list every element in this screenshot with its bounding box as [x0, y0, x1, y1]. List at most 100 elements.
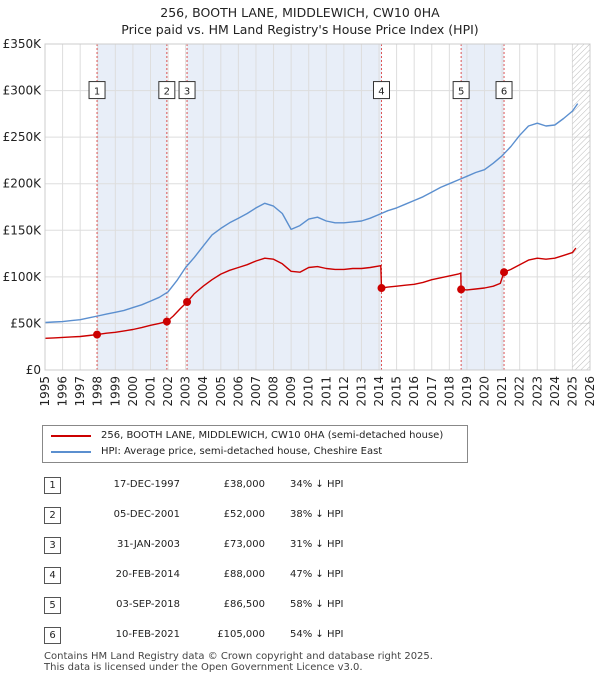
x-tick-label: 1998	[91, 376, 105, 407]
sale-point	[377, 284, 386, 293]
legend-swatch-hpi	[51, 451, 91, 453]
sale-number-badge: 5	[44, 597, 61, 614]
sale-number-badge: 3	[44, 537, 61, 554]
sale-date: 20-FEB-2014	[115, 569, 180, 580]
sale-price: £38,000	[223, 479, 265, 490]
chart-subtitle: Price paid vs. HM Land Registry's House …	[121, 22, 479, 37]
future-hatch	[572, 44, 590, 370]
x-tick-label: 2007	[249, 376, 263, 407]
table-row: 3 31-JAN-2003 £73,000 31% ↓ HPI	[0, 535, 600, 555]
sale-date: 17-DEC-1997	[113, 479, 180, 490]
table-row: 5 03-SEP-2018 £86,500 58% ↓ HPI	[0, 595, 600, 615]
sale-point	[500, 268, 509, 277]
plot-frame	[44, 43, 591, 371]
x-tick-label: 2014	[372, 376, 386, 407]
sale-number-box	[178, 81, 196, 100]
x-tick-label: 2013	[354, 376, 368, 407]
x-tick-label: 2023	[530, 376, 544, 407]
y-tick-label: £0	[26, 363, 41, 377]
sale-hpi-diff: 47% ↓ HPI	[290, 569, 344, 580]
x-tick-label: 2000	[126, 376, 140, 407]
x-tick-label: 2009	[284, 376, 298, 407]
sale-hpi-diff: 54% ↓ HPI	[290, 629, 344, 640]
sale-number-box	[88, 81, 106, 100]
sale-date: 03-SEP-2018	[116, 599, 180, 610]
x-tick-label: 2025	[565, 376, 579, 407]
chart-title-block: 256, BOOTH LANE, MIDDLEWICH, CW10 0HA Pr…	[0, 4, 600, 38]
table-row: 6 10-FEB-2021 £105,000 54% ↓ HPI	[0, 625, 600, 645]
x-tick-label: 2015	[390, 376, 404, 407]
footer-copyright: Contains HM Land Registry data © Crown c…	[44, 651, 433, 662]
x-tick-label: 2020	[478, 376, 492, 407]
x-tick-label: 1999	[108, 376, 122, 407]
y-tick-label: £250K	[3, 130, 43, 144]
sale-price: £88,000	[223, 569, 265, 580]
sale-number-label: 2	[164, 87, 170, 98]
x-tick-label: 1997	[73, 376, 87, 407]
sale-number-box	[495, 81, 513, 100]
x-tick-label: 2002	[161, 376, 175, 407]
sale-hpi-diff: 58% ↓ HPI	[290, 599, 344, 610]
x-tick-label: 2022	[513, 376, 527, 407]
sale-number-box	[158, 81, 176, 100]
sale-number-badge: 4	[44, 567, 61, 584]
sale-number-box	[372, 81, 390, 100]
sale-number-badge: 6	[44, 627, 61, 644]
sale-point	[93, 330, 102, 339]
x-tick-label: 2010	[302, 376, 316, 407]
x-tick-label: 2012	[337, 376, 351, 407]
y-tick-label: £200K	[3, 177, 43, 191]
footer-licence: This data is licensed under the Open Gov…	[44, 662, 363, 673]
sale-point	[162, 317, 171, 326]
sale-number-badge: 2	[44, 507, 61, 524]
y-tick-label: £150K	[3, 223, 43, 237]
x-tick-label: 2017	[425, 376, 439, 407]
y-tick-label: £350K	[3, 37, 43, 51]
sale-hpi-diff: 38% ↓ HPI	[290, 509, 344, 520]
sale-price: £73,000	[223, 539, 265, 550]
x-tick-label: 2019	[460, 376, 474, 407]
sale-interval-shade	[97, 44, 167, 370]
sale-number-label: 1	[94, 87, 100, 98]
sale-number-label: 5	[458, 87, 464, 98]
x-tick-label: 2006	[231, 376, 245, 407]
hpi-series-line	[44, 103, 579, 324]
x-tick-label: 2008	[267, 376, 281, 407]
y-tick-label: £300K	[3, 84, 43, 98]
x-tick-label: 2024	[548, 376, 562, 407]
chart-title: 256, BOOTH LANE, MIDDLEWICH, CW10 0HA	[160, 5, 440, 20]
sale-number-box	[452, 81, 470, 100]
x-tick-label: 2021	[495, 376, 509, 407]
sale-price: £86,500	[223, 599, 265, 610]
sale-hpi-diff: 34% ↓ HPI	[290, 479, 344, 490]
sale-point	[457, 285, 466, 294]
sale-number-label: 6	[501, 87, 507, 98]
sale-number-badge: 1	[44, 477, 61, 494]
x-tick-label: 2005	[214, 376, 228, 407]
sale-date: 31-JAN-2003	[116, 539, 180, 550]
legend-label-property: 256, BOOTH LANE, MIDDLEWICH, CW10 0HA (s…	[101, 430, 444, 441]
x-tick-label: 2016	[407, 376, 421, 407]
sale-number-label: 4	[378, 87, 384, 98]
x-tick-label: 1996	[56, 376, 70, 407]
y-tick-label: £50K	[10, 316, 42, 330]
table-row: 1 17-DEC-1997 £38,000 34% ↓ HPI	[0, 475, 600, 495]
x-tick-label: 2001	[143, 376, 157, 407]
footer: Contains HM Land Registry data © Crown c…	[44, 651, 433, 673]
sale-price: £105,000	[217, 629, 265, 640]
table-row: 4 20-FEB-2014 £88,000 47% ↓ HPI	[0, 565, 600, 585]
x-tick-label: 2018	[442, 376, 456, 407]
table-row: 2 05-DEC-2001 £52,000 38% ↓ HPI	[0, 505, 600, 525]
x-tick-label: 1995	[38, 376, 52, 407]
x-tick-label: 2026	[583, 376, 597, 407]
x-tick-label: 2003	[179, 376, 193, 407]
legend: 256, BOOTH LANE, MIDDLEWICH, CW10 0HA (s…	[42, 425, 468, 463]
x-tick-label: 2004	[196, 376, 210, 407]
sale-point	[183, 298, 192, 307]
sale-interval-shade	[187, 44, 382, 370]
sale-number-label: 3	[184, 87, 190, 98]
sale-date: 05-DEC-2001	[113, 509, 180, 520]
sale-hpi-diff: 31% ↓ HPI	[290, 539, 344, 550]
price-chart: £0 £50K £100K £150K £200K £250K £300K £350K 1995…	[3, 37, 597, 407]
legend-swatch-property	[51, 435, 91, 437]
